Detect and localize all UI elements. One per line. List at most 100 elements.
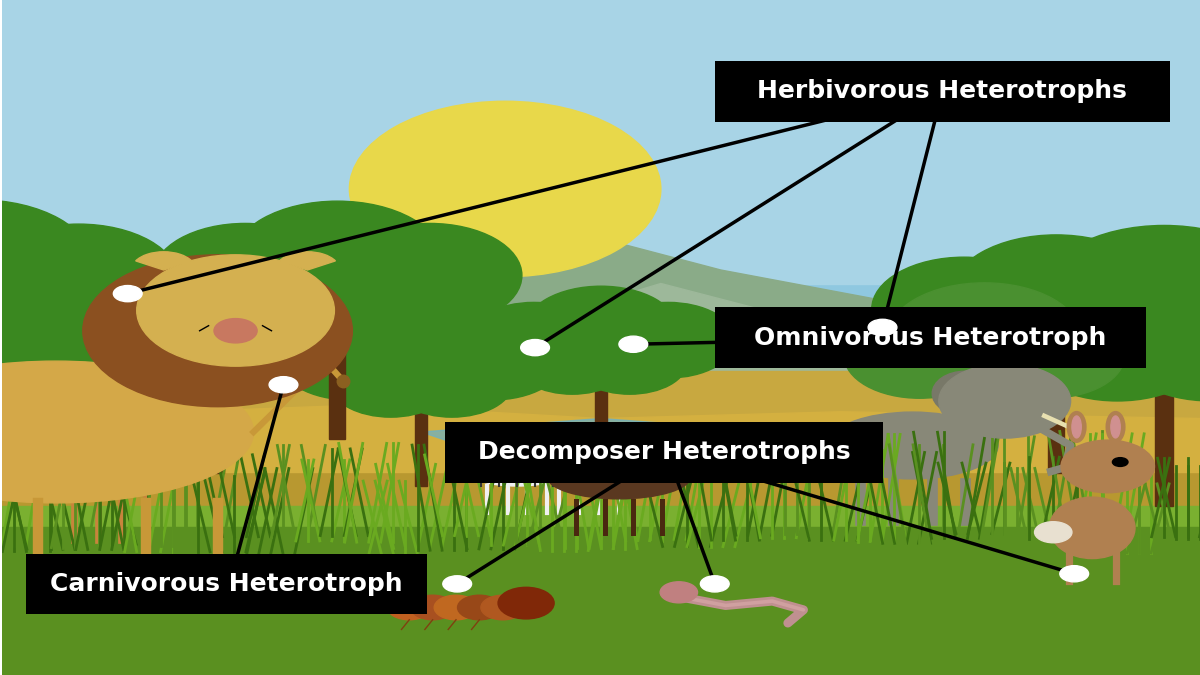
FancyBboxPatch shape <box>445 422 882 483</box>
Polygon shape <box>481 284 1200 418</box>
Circle shape <box>938 364 1070 438</box>
Circle shape <box>214 319 257 343</box>
Ellipse shape <box>547 454 691 499</box>
Bar <box>1154 348 1174 506</box>
Ellipse shape <box>827 412 998 479</box>
Circle shape <box>391 348 512 417</box>
Circle shape <box>1024 296 1200 401</box>
Circle shape <box>217 296 368 381</box>
Bar <box>1049 339 1064 472</box>
Circle shape <box>601 302 736 378</box>
Bar <box>2 371 1200 675</box>
Circle shape <box>340 302 503 394</box>
Bar <box>415 383 427 486</box>
Ellipse shape <box>724 460 760 477</box>
Bar <box>2 0 1200 284</box>
Circle shape <box>887 283 1081 392</box>
Bar <box>2 459 1200 675</box>
Circle shape <box>120 327 250 400</box>
Ellipse shape <box>932 371 998 416</box>
Circle shape <box>973 313 1124 398</box>
Text: Omnivorous Heterotroph: Omnivorous Heterotroph <box>755 325 1106 350</box>
Circle shape <box>298 261 456 350</box>
Circle shape <box>0 290 74 385</box>
Bar <box>67 364 82 486</box>
Circle shape <box>38 324 181 405</box>
Bar <box>330 305 346 439</box>
Circle shape <box>1112 458 1128 466</box>
Circle shape <box>660 582 697 603</box>
Ellipse shape <box>1072 416 1081 438</box>
Circle shape <box>1061 440 1154 493</box>
Circle shape <box>83 255 353 406</box>
Circle shape <box>269 377 298 393</box>
Circle shape <box>515 329 630 394</box>
Polygon shape <box>2 223 1200 418</box>
Polygon shape <box>124 313 160 443</box>
Circle shape <box>871 257 1056 361</box>
Circle shape <box>443 576 472 592</box>
Polygon shape <box>2 526 1200 675</box>
Circle shape <box>0 265 107 362</box>
Ellipse shape <box>469 459 565 486</box>
FancyBboxPatch shape <box>715 61 1170 122</box>
Circle shape <box>152 223 337 327</box>
Polygon shape <box>2 405 1200 472</box>
Bar <box>595 362 607 459</box>
Circle shape <box>844 313 995 398</box>
Circle shape <box>498 587 554 619</box>
Circle shape <box>0 270 169 378</box>
Circle shape <box>278 319 421 400</box>
Ellipse shape <box>577 433 606 445</box>
Bar <box>2 0 1200 418</box>
Circle shape <box>434 595 478 620</box>
Circle shape <box>185 327 314 400</box>
Ellipse shape <box>1049 497 1135 559</box>
Ellipse shape <box>1067 412 1086 442</box>
Circle shape <box>1039 225 1200 366</box>
Circle shape <box>701 576 730 592</box>
Polygon shape <box>2 506 1200 554</box>
Circle shape <box>1117 296 1200 401</box>
Circle shape <box>0 265 22 362</box>
Ellipse shape <box>136 287 193 307</box>
Bar <box>211 363 224 472</box>
Wedge shape <box>280 252 336 270</box>
Text: Carnivorous Heterotroph: Carnivorous Heterotroph <box>50 572 403 596</box>
Circle shape <box>0 324 109 405</box>
Circle shape <box>218 261 377 350</box>
Circle shape <box>67 296 217 381</box>
Ellipse shape <box>46 431 174 487</box>
Circle shape <box>950 235 1162 354</box>
Circle shape <box>337 223 522 327</box>
Circle shape <box>64 466 98 485</box>
Text: Decomposer Heterotrophs: Decomposer Heterotrophs <box>478 440 850 464</box>
Circle shape <box>868 319 896 335</box>
Circle shape <box>467 302 601 378</box>
Circle shape <box>232 201 443 320</box>
FancyBboxPatch shape <box>715 307 1146 368</box>
Wedge shape <box>136 252 192 270</box>
Circle shape <box>388 595 431 620</box>
Circle shape <box>1034 522 1072 543</box>
Circle shape <box>572 329 688 394</box>
Circle shape <box>1060 566 1088 582</box>
Ellipse shape <box>0 361 253 503</box>
Ellipse shape <box>576 448 634 472</box>
Circle shape <box>521 340 550 356</box>
Circle shape <box>410 595 455 620</box>
Circle shape <box>349 101 661 277</box>
Circle shape <box>946 252 1164 375</box>
Polygon shape <box>421 418 781 452</box>
Ellipse shape <box>649 433 678 445</box>
Circle shape <box>0 200 92 329</box>
Text: Herbivorous Heterotrophs: Herbivorous Heterotrophs <box>757 79 1127 103</box>
Ellipse shape <box>662 444 734 477</box>
Circle shape <box>481 595 524 620</box>
Circle shape <box>457 595 502 620</box>
Ellipse shape <box>541 459 637 486</box>
Circle shape <box>330 348 452 417</box>
Circle shape <box>619 336 648 352</box>
Bar <box>977 368 992 459</box>
Circle shape <box>92 450 127 468</box>
